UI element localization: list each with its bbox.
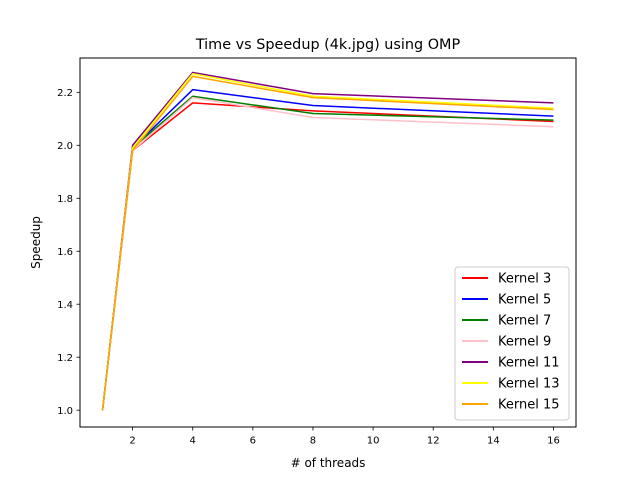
y-tick-label: 1.0 — [57, 406, 73, 417]
y-axis-ticks: 1.0 1.2 1.4 1.6 1.8 2.0 2.2 — [57, 88, 80, 417]
legend-label: Kernel 7 — [498, 314, 551, 329]
legend-label: Kernel 5 — [498, 293, 551, 308]
x-tick-label: 4 — [190, 436, 196, 447]
x-tick-label: 16 — [547, 436, 560, 447]
legend: Kernel 3 Kernel 5 Kernel 7 Kernel 9 Kernel 1… — [454, 266, 570, 421]
x-axis-ticks: 2 4 6 8 10 12 14 16 — [129, 427, 560, 447]
y-tick-label: 2.0 — [57, 141, 73, 152]
y-tick-label: 1.6 — [57, 247, 73, 258]
x-tick-label: 2 — [129, 436, 135, 447]
x-tick-label: 6 — [250, 436, 256, 447]
y-tick-label: 1.2 — [57, 353, 73, 364]
plot-area — [101, 71, 554, 411]
x-tick-label: 8 — [310, 436, 316, 447]
series-line-7 — [101, 75, 554, 411]
x-axis-label: # of threads — [291, 456, 366, 470]
x-tick-label: 10 — [367, 436, 380, 447]
legend-label: Kernel 3 — [498, 272, 551, 287]
x-tick-label: 14 — [487, 436, 500, 447]
y-tick-label: 1.4 — [57, 300, 73, 311]
y-tick-label: 2.2 — [57, 88, 73, 99]
y-axis-label: Speedup — [29, 216, 43, 269]
legend-label: Kernel 13 — [498, 377, 560, 392]
x-tick-label: 12 — [427, 436, 440, 447]
axes-frame — [79, 57, 577, 428]
legend-label: Kernel 11 — [498, 356, 560, 371]
legend-label: Kernel 9 — [498, 335, 551, 350]
legend-label: Kernel 15 — [498, 398, 560, 413]
legend-box — [454, 266, 570, 421]
y-tick-label: 1.8 — [57, 194, 73, 205]
chart-title: Time vs Speedup (4k.jpg) using OMP — [195, 37, 461, 53]
